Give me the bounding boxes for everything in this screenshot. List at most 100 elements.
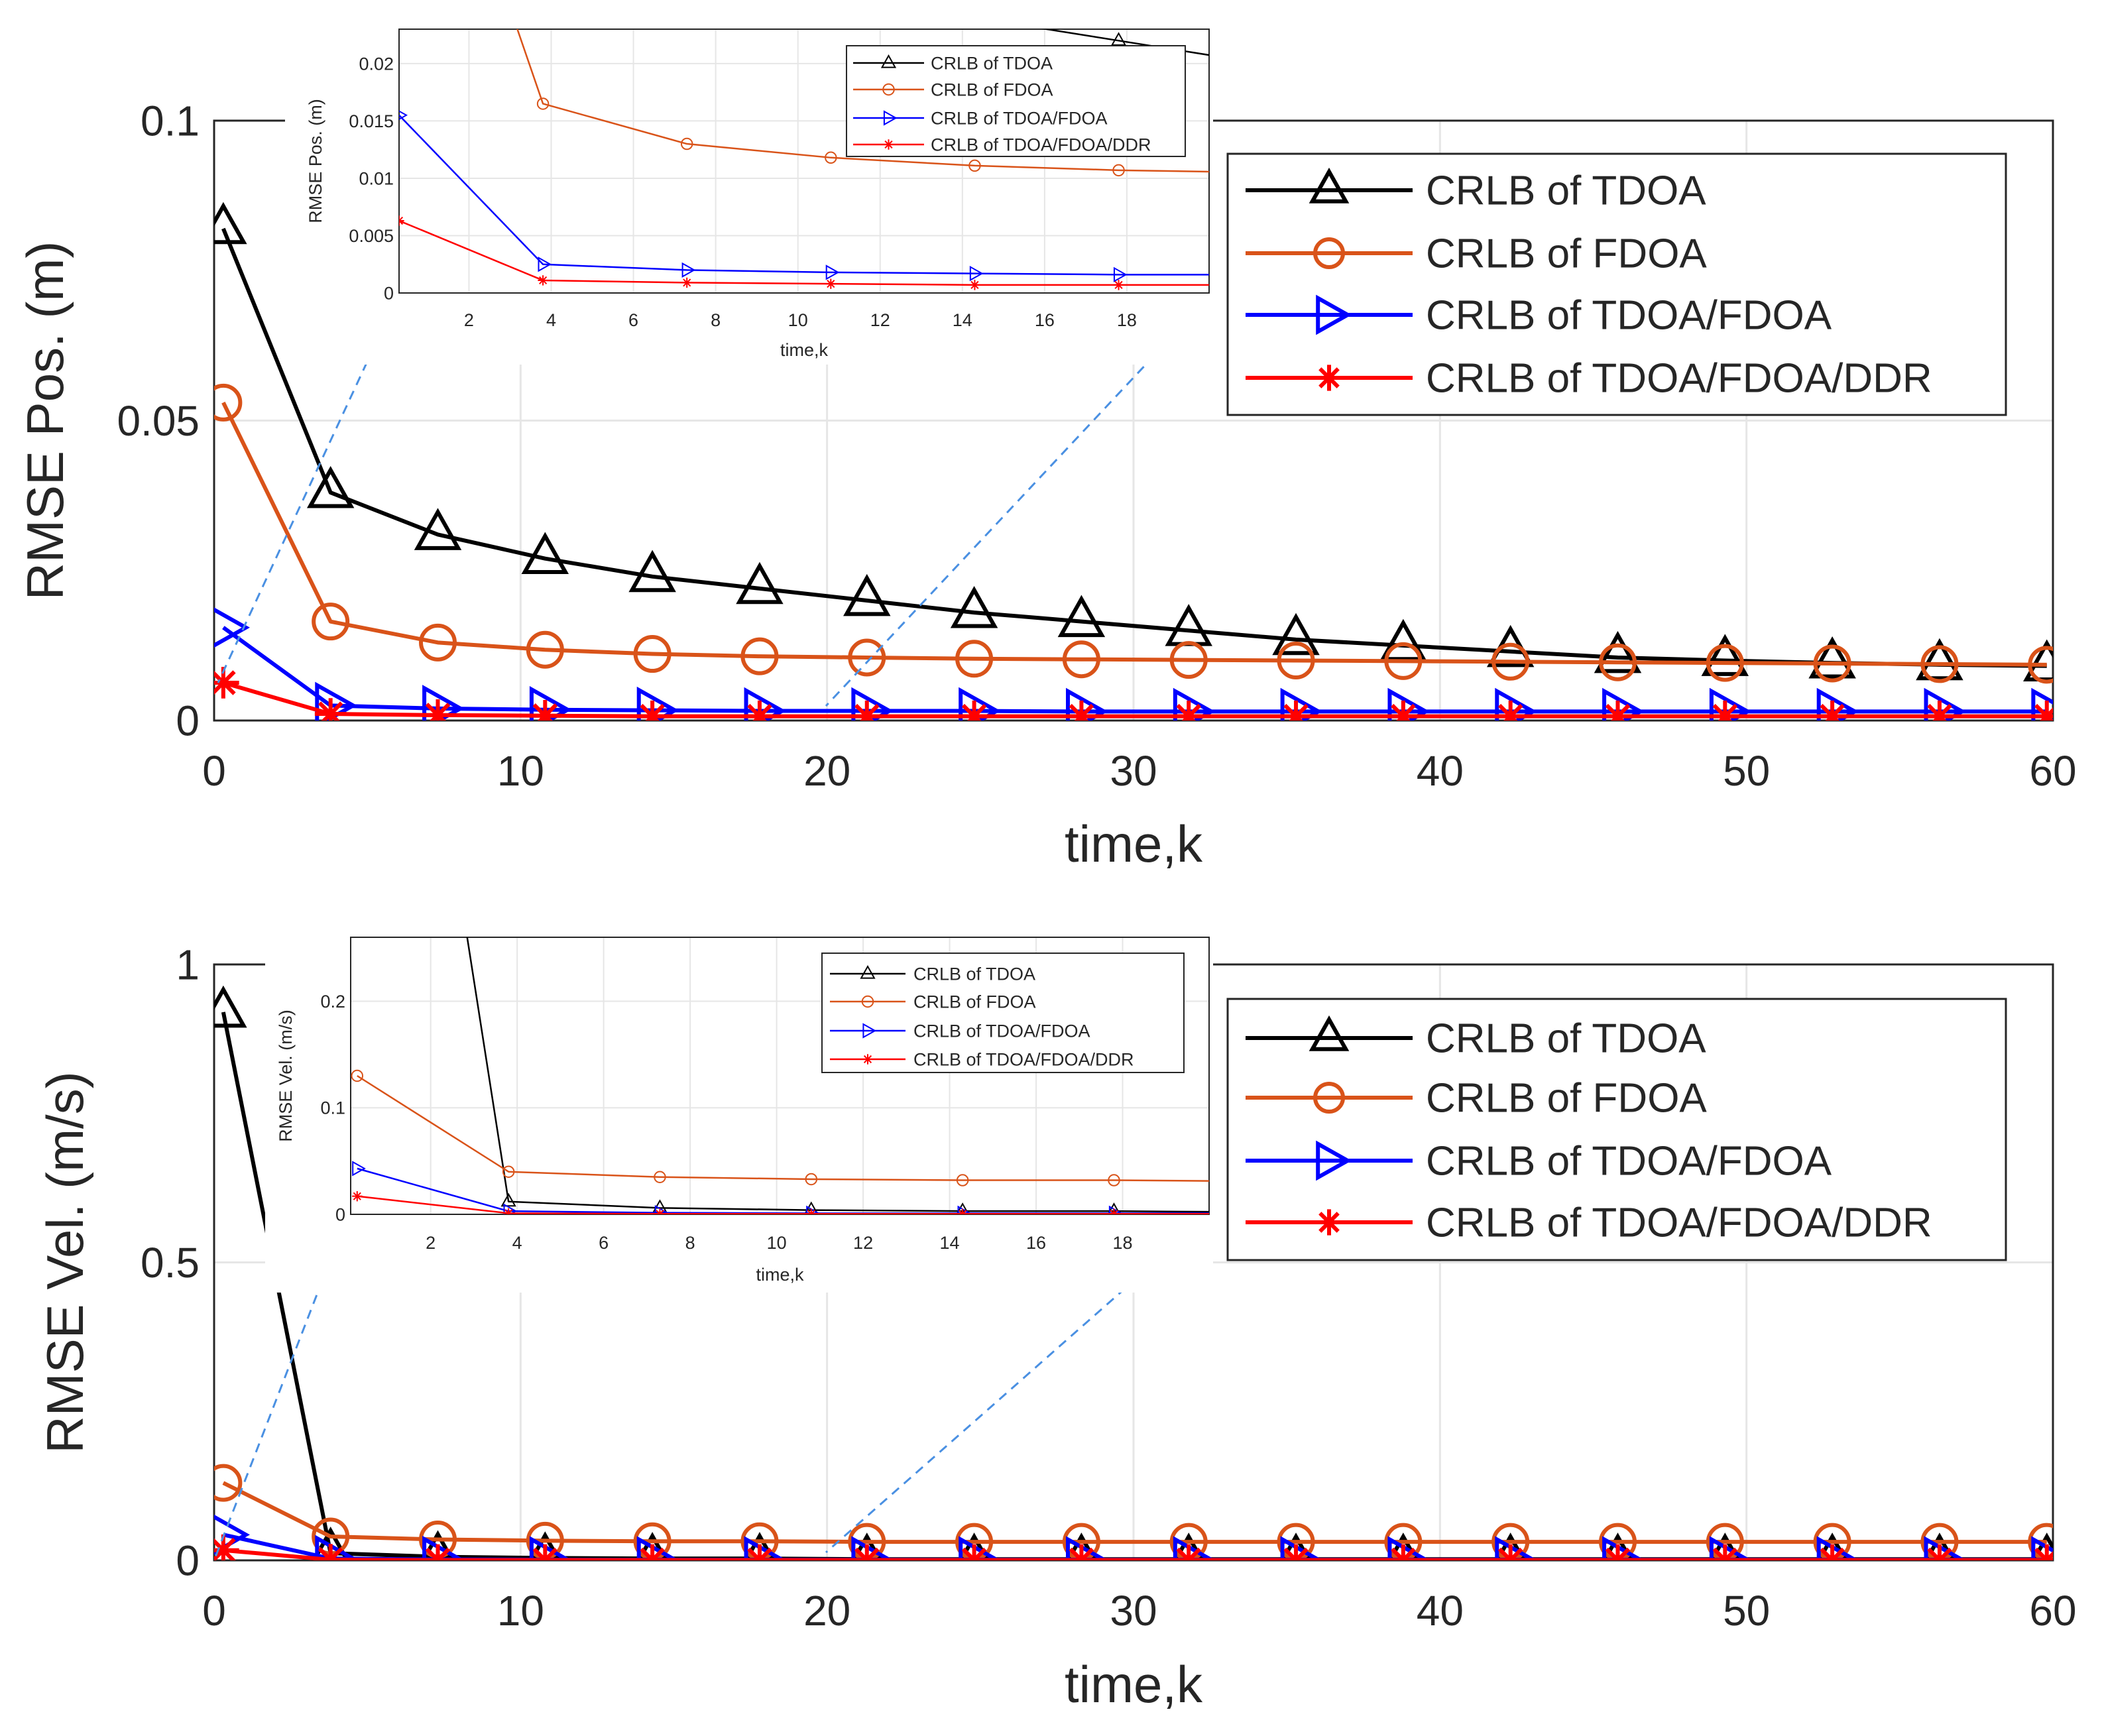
data-point-ddr (1173, 700, 1205, 721)
data-point-fdoa (1920, 645, 1959, 683)
data-point-tdoa_fdoa (352, 1161, 366, 1177)
x-tick-label: 0 (202, 1587, 226, 1635)
data-point-tdoa (500, 1192, 516, 1207)
legend-entry: CRLB of FDOA (1426, 1076, 1707, 1122)
data-point-tdoa_fdoa (1816, 687, 1859, 721)
x-tick-label: 12 (870, 310, 890, 330)
legend-entry: CRLB of TDOA/FDOA (913, 1021, 1090, 1041)
legend-marker-tdoa_fdoa (883, 110, 898, 126)
legend-marker-ddr (883, 139, 894, 150)
data-point-ddr (1108, 1208, 1120, 1214)
legend: CRLB of TDOA CRLB of FDOA CRLB of TDOA/FDO… (821, 953, 1185, 1073)
data-point-ddr (422, 699, 454, 721)
data-point-ddr (1280, 700, 1312, 721)
data-point-tdoa_fdoa (214, 607, 250, 648)
data-point-ddr (214, 1534, 239, 1560)
data-point-fdoa (680, 137, 693, 150)
x-tick-label: 20 (803, 1587, 850, 1635)
data-point-tdoa (968, 11, 982, 23)
series-line-tdoa_fdoa (399, 114, 1209, 276)
data-point-tdoa (1916, 638, 1963, 681)
data-point-tdoa (1272, 612, 1320, 656)
data-point-tdoa (1808, 636, 1856, 679)
data-point-fdoa (1706, 644, 1744, 682)
data-point-ddr (1602, 700, 1634, 721)
data-point-fdoa (214, 383, 243, 422)
legend-marker-ddr (1316, 1209, 1342, 1236)
x-tick-label: 14 (940, 1233, 960, 1253)
data-point-fdoa (740, 637, 779, 675)
data-point-tdoa (214, 985, 247, 1028)
x-tick-label: 60 (2029, 747, 2076, 795)
x-axis-label: time,k (780, 340, 829, 360)
data-point-tdoa_fdoa (681, 262, 696, 278)
zoom-connector-line (825, 296, 1210, 707)
data-point-tdoa_fdoa (969, 265, 984, 282)
data-point-fdoa (526, 630, 564, 669)
data-point-fdoa (1062, 640, 1100, 679)
x-tick-label: 10 (788, 310, 808, 330)
x-tick-label: 8 (685, 1233, 695, 1253)
data-point-tdoa (1701, 634, 1749, 676)
legend-marker-fdoa (1313, 237, 1345, 269)
x-tick-label: 0 (202, 747, 226, 795)
legend-marker-tdoa_fdoa (1316, 1140, 1352, 1181)
data-point-ddr (850, 700, 883, 721)
x-tick-label: 40 (1417, 747, 1464, 795)
x-axis-label: time,k (1065, 1655, 1203, 1713)
y-tick-label: 0 (384, 283, 394, 303)
data-point-tdoa_fdoa (399, 110, 408, 121)
data-point-fdoa (1598, 643, 1637, 681)
series-group (399, 11, 1209, 290)
y-tick-label: 0.5 (141, 1239, 200, 1287)
data-point-tdoa (2023, 639, 2053, 682)
data-point-ddr (1924, 700, 1956, 721)
zoom-connector-line (213, 1220, 347, 1561)
x-tick-label: 2 (426, 1233, 436, 1253)
data-point-ddr (957, 1208, 968, 1214)
data-point-fdoa (1277, 642, 1315, 679)
data-point-tdoa_fdoa (1387, 687, 1430, 721)
data-point-ddr (529, 1544, 561, 1560)
data-point-tdoa (1594, 630, 1642, 673)
axes-box (398, 29, 1210, 294)
data-point-ddr (1816, 700, 1848, 721)
data-point-ddr (1387, 700, 1419, 721)
legend-entry: CRLB of TDOA (913, 964, 1035, 984)
y-tick-label: 0 (176, 697, 200, 744)
legend: CRLB of TDOA CRLB of FDOA CRLB of TDOA/FDO… (1226, 152, 2007, 416)
legend-entry: CRLB of TDOA/FDOA (1426, 293, 1832, 339)
x-tick-label: 40 (1417, 1587, 1464, 1635)
x-tick-label: 8 (711, 310, 721, 330)
legend-marker-tdoa_fdoa (1316, 294, 1352, 335)
data-point-tdoa_fdoa (1924, 687, 1967, 721)
x-tick-label: 50 (1723, 1587, 1770, 1635)
legend-entry: CRLB of TDOA (931, 53, 1053, 73)
y-tick-label: 0.1 (141, 97, 200, 145)
data-point-ddr (314, 1544, 347, 1560)
y-axis-label: RMSE Vel. (m/s) (36, 1071, 94, 1453)
x-tick-label: 2 (464, 310, 474, 330)
legend-marker-tdoa (880, 54, 897, 68)
data-point-tdoa (736, 561, 784, 605)
data-point-fdoa (633, 635, 671, 673)
data-point-tdoa (628, 550, 676, 593)
data-point-ddr (654, 1208, 666, 1214)
data-point-fdoa (1112, 164, 1125, 177)
data-point-fdoa (1491, 642, 1530, 681)
legend-box (1226, 998, 2007, 1261)
x-tick-label: 12 (853, 1233, 873, 1253)
data-point-ddr (1602, 1544, 1634, 1560)
zoom-connector-line (217, 318, 388, 683)
legend-entry: CRLB of FDOA (931, 80, 1053, 99)
x-tick-label: 18 (1117, 310, 1137, 330)
data-point-fdoa (419, 623, 457, 662)
y-tick-label: 0 (335, 1204, 345, 1224)
data-point-tdoa (1107, 1202, 1121, 1214)
series-line-ddr (223, 1548, 2047, 1560)
legend-marker-ddr (1316, 365, 1342, 391)
data-point-tdoa_fdoa (1709, 687, 1752, 721)
data-point-ddr (1387, 1544, 1419, 1560)
legend-marker-tdoa_fdoa (862, 1023, 877, 1039)
